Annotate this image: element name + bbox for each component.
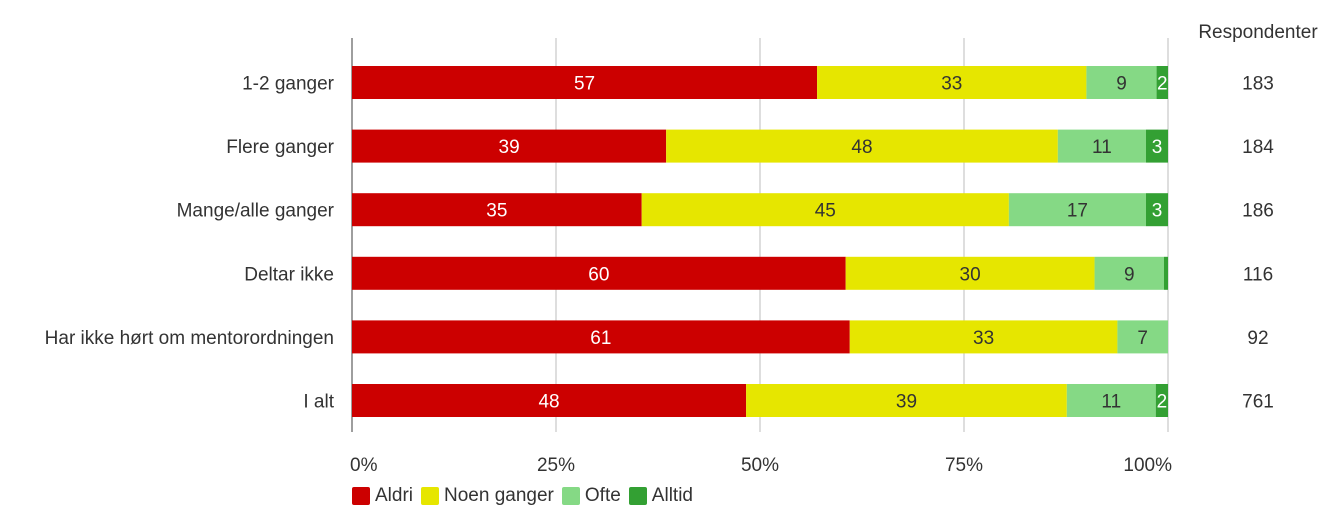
respondent-count: 92 [1247, 328, 1268, 349]
bar-segment [1163, 256, 1168, 290]
x-tick-label: 0% [350, 455, 378, 476]
stacked-bar-chart: 0% 25% 50% 75% 100% Respondenter 1-2 ganger 57 3… [45, 22, 1319, 476]
data-label: 39 [896, 392, 917, 413]
respondent-count: 183 [1242, 74, 1274, 95]
legend-item: Alltid [628, 485, 693, 507]
data-label: 7 [1137, 328, 1148, 349]
legend-item: Noen ganger [421, 485, 554, 507]
legend-label: Ofte [584, 485, 621, 506]
data-label: 11 [1092, 137, 1112, 158]
respondent-count: 186 [1242, 201, 1274, 222]
category-label: Flere ganger [226, 137, 334, 158]
respondents-header: Respondenter [1198, 22, 1318, 43]
data-label: 9 [1124, 264, 1135, 285]
data-label: 48 [851, 137, 872, 158]
bar-segment [1117, 320, 1168, 354]
data-label: 30 [960, 264, 981, 285]
legend-swatch [561, 487, 580, 505]
data-label: 61 [590, 328, 611, 349]
data-label: 35 [486, 201, 507, 222]
bar-segment [352, 320, 850, 354]
data-label: 17 [1067, 201, 1088, 222]
bar-segment [352, 384, 747, 417]
bar-segment [352, 256, 846, 290]
bar-segment [1094, 256, 1164, 290]
category-label: I alt [303, 392, 334, 413]
bar-segment [817, 66, 1087, 99]
category-label: Har ikke hørt om mentorordningen [45, 328, 334, 349]
bar-segment [1066, 384, 1156, 417]
legend-swatch [421, 487, 440, 505]
legend-item: Ofte [561, 485, 621, 507]
respondent-count: 116 [1243, 264, 1273, 285]
data-label: 48 [538, 392, 559, 413]
bar-segment [746, 384, 1067, 417]
data-label: 2 [1157, 74, 1168, 95]
bar-segment [849, 320, 1118, 354]
bar-segment [666, 129, 1058, 163]
bar-segment [1057, 129, 1146, 163]
category-label: 1-2 ganger [242, 74, 335, 95]
bar-segment [1145, 129, 1168, 163]
data-label: 2 [1157, 392, 1168, 413]
respondent-count: 184 [1242, 137, 1274, 158]
bar-segment [1156, 66, 1168, 99]
data-label: 11 [1101, 392, 1121, 413]
bar-segment [1155, 384, 1168, 417]
x-tick-label: 50% [741, 455, 779, 476]
legend-label: Noen ganger [444, 485, 554, 506]
data-label: 33 [973, 328, 994, 349]
bar-segment [352, 129, 667, 163]
data-label: 57 [574, 74, 595, 95]
x-tick-label: 75% [945, 455, 983, 476]
data-label: 33 [941, 74, 962, 95]
data-label: 60 [588, 264, 609, 285]
bar-segment [845, 256, 1095, 290]
data-label: 3 [1152, 137, 1163, 158]
legend: Aldri Noen ganger Ofte Alltid [352, 484, 701, 508]
legend-label: Aldri [375, 485, 414, 506]
bar-segment [641, 193, 1009, 227]
respondent-count: 761 [1242, 392, 1274, 413]
data-label: 9 [1116, 74, 1127, 95]
bar-segment [352, 66, 818, 99]
data-label: 39 [499, 137, 520, 158]
bar-segment [1086, 66, 1157, 99]
data-label: 3 [1152, 201, 1163, 222]
category-label: Deltar ikke [244, 264, 334, 285]
legend-label: Alltid [651, 485, 693, 506]
data-label: 45 [815, 201, 836, 222]
bar-segment [1145, 193, 1168, 227]
category-label: Mange/alle ganger [177, 201, 335, 222]
legend-swatch [628, 487, 647, 505]
bar-segment [1008, 193, 1146, 227]
x-tick-label: 100% [1123, 455, 1172, 476]
bar-segment [352, 193, 642, 227]
legend-item: Aldri [352, 485, 413, 507]
legend-swatch [352, 487, 370, 505]
x-tick-label: 25% [537, 455, 575, 476]
